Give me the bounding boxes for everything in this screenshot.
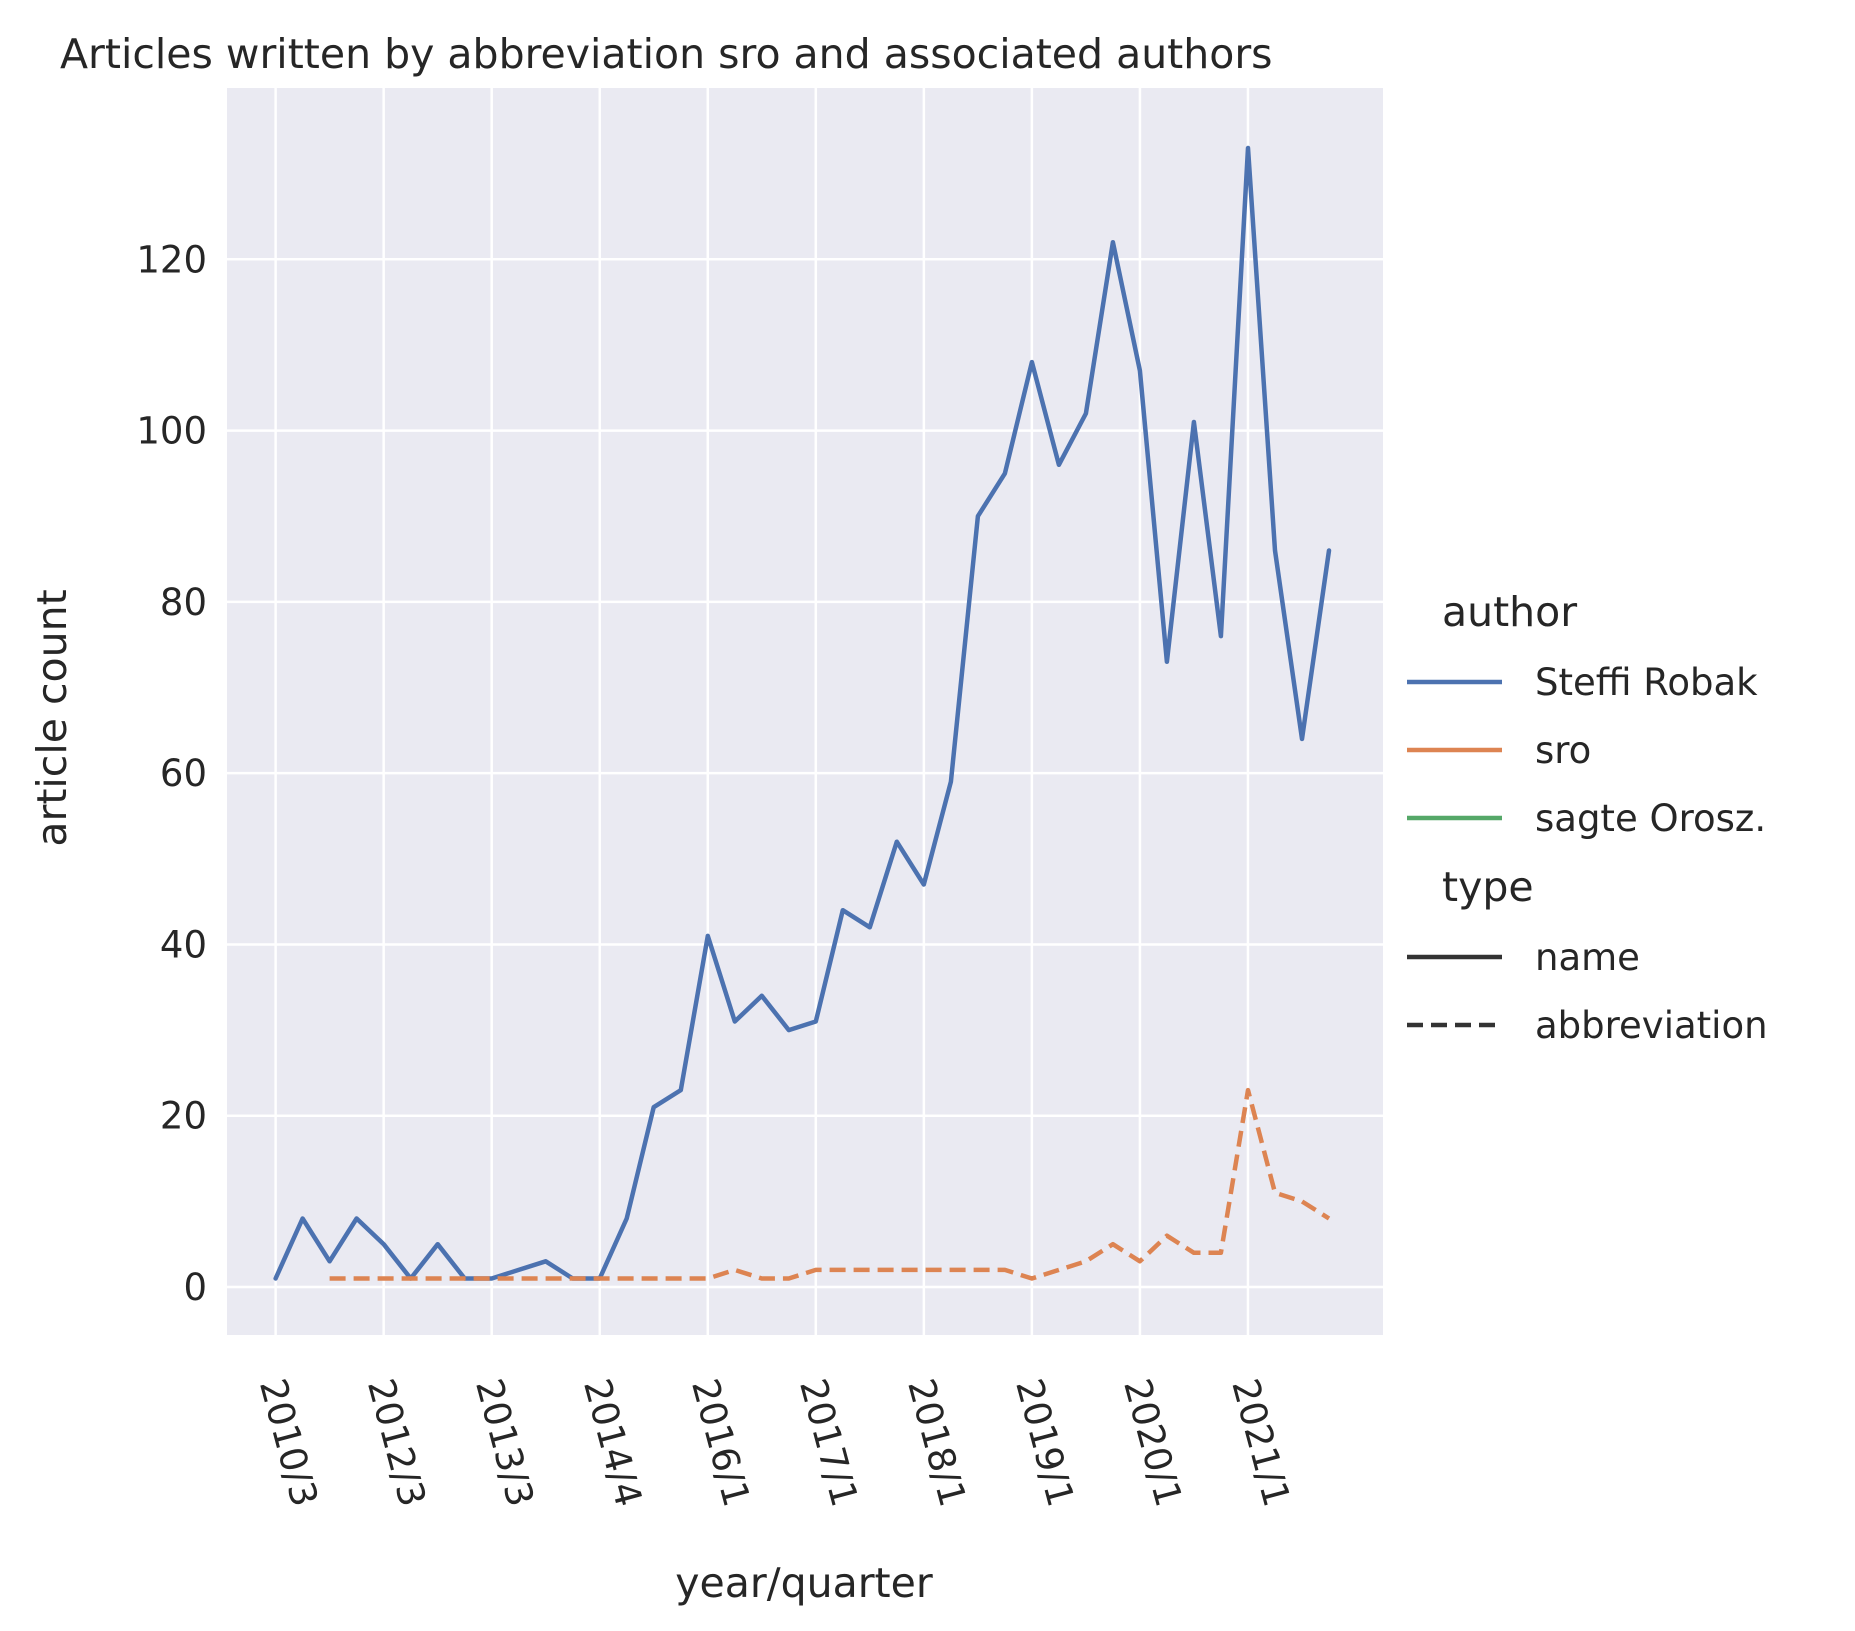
x-tick-label: 2017/1 [791, 1374, 866, 1511]
x-tick-label: 2016/1 [683, 1374, 758, 1511]
x-tick-label: 2020/1 [1115, 1374, 1190, 1511]
y-tick-label: 80 [160, 581, 207, 624]
x-tick-label: 2018/1 [899, 1374, 974, 1511]
legend-label: abbreviation [1535, 1004, 1768, 1047]
y-tick-label: 20 [160, 1095, 207, 1138]
x-axis-label: year/quarter [675, 1559, 933, 1607]
legend-label: sagte Orosz. [1535, 797, 1766, 840]
x-gridlines [274, 88, 1250, 1335]
plot-area [227, 88, 1383, 1335]
y-tick-label: 40 [160, 923, 207, 966]
x-tick-labels: 2010/3 2012/3 2013/3 2014/4 2016/1 2017/1 2018… [251, 1374, 1299, 1511]
y-gridlines [227, 258, 1383, 1289]
legend-label: name [1535, 936, 1640, 979]
y-tick-label: 60 [160, 752, 207, 795]
x-tick-label: 2019/1 [1007, 1374, 1082, 1511]
y-axis-label: article count [28, 589, 76, 846]
x-tick-label: 2010/3 [251, 1374, 326, 1511]
x-tick-label: 2012/3 [359, 1374, 434, 1511]
chart-title: Articles written by abbreviation sro and… [60, 30, 1273, 78]
legend-label: Steffi Robak [1535, 661, 1758, 704]
legend-title-type: type [1442, 863, 1534, 911]
series-line-steffi-robak [273, 145, 1332, 1281]
series-lines [273, 145, 1332, 1281]
y-tick-label: 120 [136, 238, 207, 281]
legend: author Steffi Robak sro sagte Orosz.typenam… [1407, 588, 1768, 1047]
y-tick-label: 100 [136, 410, 207, 453]
x-tick-label: 2013/3 [467, 1374, 542, 1511]
x-tick-label: 2014/4 [575, 1374, 650, 1511]
legend-title-author: author [1442, 588, 1577, 636]
legend-label: sro [1535, 729, 1591, 772]
x-tick-label: 2021/1 [1223, 1374, 1298, 1511]
y-tick-label: 0 [183, 1266, 207, 1309]
y-tick-labels: 0 20 40 60 80 100 120 [136, 238, 207, 1309]
